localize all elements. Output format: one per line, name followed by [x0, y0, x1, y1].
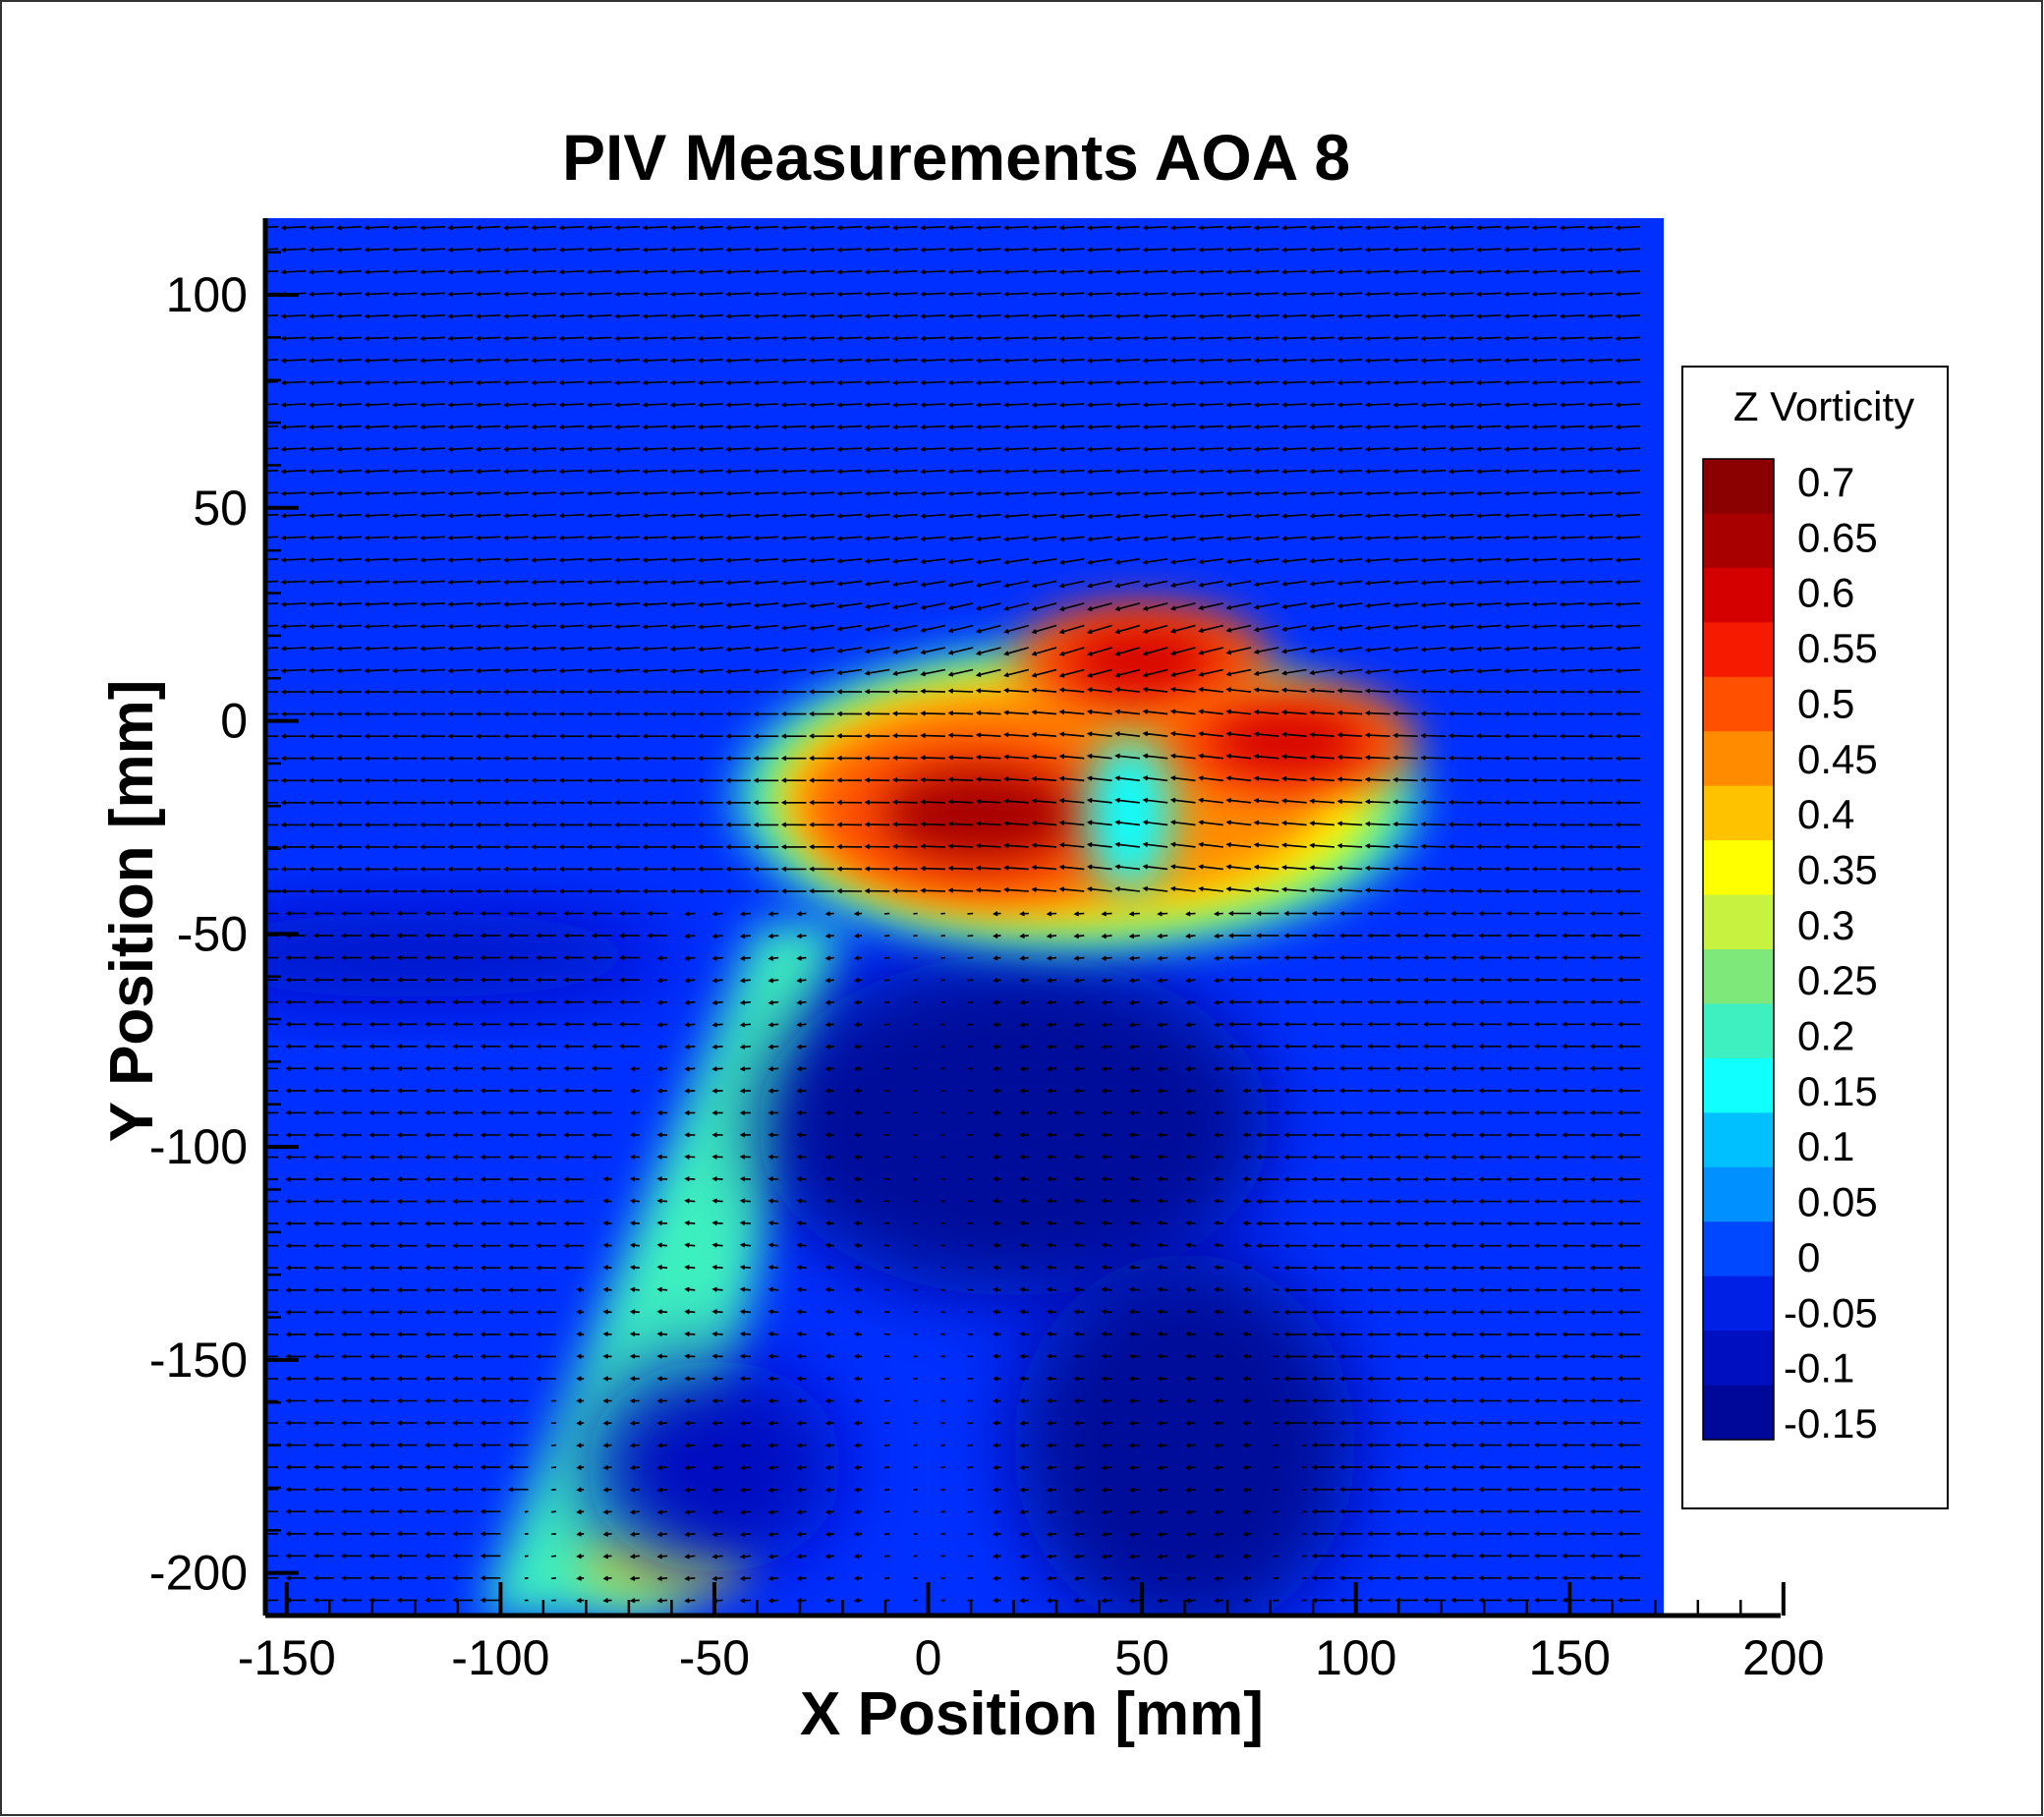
colorbar-swatch: [1703, 1221, 1774, 1278]
heatmap-field: [265, 601, 1420, 1616]
chart-title: PIV Measurements AOA 8: [562, 121, 1350, 194]
colorbar-swatch: [1703, 1385, 1774, 1441]
colorbar: 0.7 0.65 0.6 0.55 0.5 0.45 0.4 0.35 0.3 0.25 0.2 0.…: [1702, 458, 1878, 1447]
x-tick-label: 150: [1529, 1630, 1611, 1685]
y-tick-label: 50: [193, 481, 248, 536]
colorbar-tick-label: -0.1: [1784, 1345, 1854, 1391]
x-tick-label: 100: [1315, 1630, 1396, 1685]
colorbar-tick-label: 0.2: [1797, 1013, 1854, 1059]
x-tick-label: -150: [238, 1630, 336, 1685]
colorbar-swatch: [1703, 731, 1774, 787]
colorbar-tick-label: 0.25: [1797, 957, 1878, 1003]
colorbar-tick-label: 0.6: [1797, 570, 1854, 616]
colorbar-swatch: [1703, 840, 1774, 896]
vortex-core: [1210, 709, 1365, 775]
colorbar-swatch: [1703, 676, 1774, 732]
colorbar-tick-label: -0.05: [1784, 1289, 1878, 1335]
x-tick-label: -50: [679, 1630, 750, 1685]
vorticity-region: [1013, 1253, 1356, 1616]
colorbar-outline: [1702, 458, 1775, 1441]
vorticity-region: [757, 955, 1271, 1296]
y-tick-label: -150: [149, 1333, 248, 1388]
colorbar-tick-label: 0.7: [1797, 459, 1854, 505]
colorbar-swatch: [1703, 567, 1774, 623]
colorbar-tick-label: 0.45: [1797, 736, 1878, 782]
colorbar-tick-label: 0.3: [1797, 902, 1854, 948]
vortex-core: [881, 767, 1077, 862]
colorbar-tick-label: 0.15: [1797, 1068, 1878, 1114]
colorbar-tick-label: -0.15: [1784, 1400, 1878, 1447]
vorticity-region: [479, 925, 843, 1616]
colorbar-swatch: [1703, 785, 1774, 841]
y-axis-title: Y Position [mm]: [98, 680, 166, 1143]
colorbar-tick-label: 0.1: [1797, 1123, 1854, 1169]
colorbar-swatch: [1703, 459, 1774, 514]
vorticity-region: [265, 912, 672, 998]
vorticity-region: [586, 1359, 843, 1573]
colorbar-tick-label: 0.65: [1797, 514, 1878, 560]
y-tick-label: -200: [149, 1546, 248, 1601]
colorbar-tick-label: 0.55: [1797, 625, 1878, 671]
x-tick-label: 50: [1114, 1630, 1169, 1685]
colorbar-swatch: [1703, 1166, 1774, 1222]
plot-area: [265, 218, 1664, 1616]
colorbar-tick-label: 0.05: [1797, 1179, 1878, 1225]
y-tick-label: 100: [166, 267, 248, 322]
colorbar-swatch: [1703, 513, 1774, 569]
colorbar-swatch: [1703, 1331, 1774, 1387]
colorbar-legend: Z Vorticity 0.7 0.65 0.6 0.55 0.5 0.45 0.4 0.35…: [1681, 366, 1949, 1509]
x-axis-title: X Position [mm]: [800, 1680, 1264, 1748]
colorbar-swatch: [1703, 1003, 1774, 1059]
vorticity-region: [1086, 737, 1172, 891]
colorbar-tick-label: 0.4: [1797, 791, 1854, 837]
colorbar-tick-label: 0.35: [1797, 846, 1878, 892]
colorbar-swatch: [1703, 1276, 1774, 1332]
legend-title: Z Vorticity: [1733, 383, 1914, 429]
colorbar-swatch: [1703, 949, 1774, 1004]
colorbar-swatch: [1703, 1057, 1774, 1113]
colorbar-tick-label: 0.5: [1797, 680, 1854, 726]
y-axis: -200 -150 -100 -50 0 50 100: [149, 218, 299, 1618]
y-tick-label: -100: [149, 1119, 248, 1174]
colorbar-swatch: [1703, 894, 1774, 950]
vortex-core: [1064, 628, 1220, 695]
y-tick-label: 0: [220, 694, 248, 749]
y-tick-label: -50: [177, 906, 248, 961]
colorbar-swatch: [1703, 622, 1774, 678]
x-axis: -150 -100 -50 0 50 100 150 200: [238, 1582, 1825, 1685]
x-tick-label: 200: [1742, 1630, 1824, 1685]
colorbar-tick-label: 0: [1797, 1234, 1820, 1280]
x-tick-label: 0: [915, 1630, 942, 1685]
colorbar-swatch: [1703, 1112, 1774, 1168]
x-tick-label: -100: [451, 1630, 549, 1685]
